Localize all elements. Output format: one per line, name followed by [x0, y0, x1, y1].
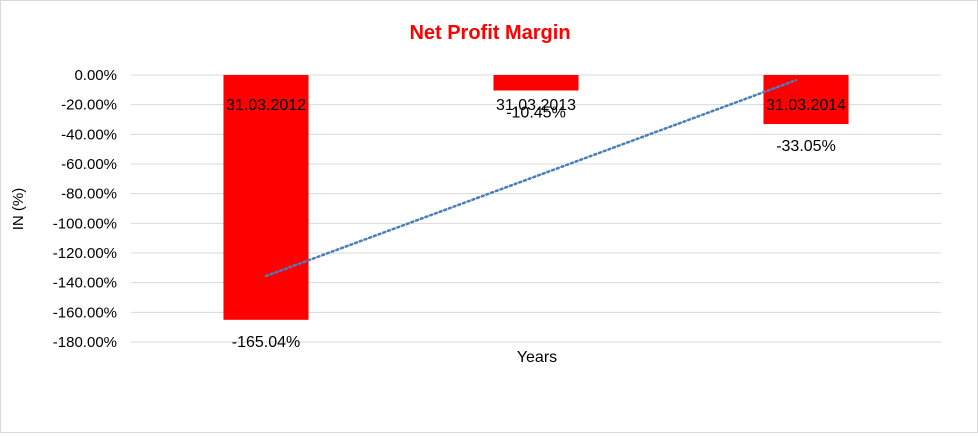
data-label: -165.04%	[232, 334, 301, 351]
bar	[223, 75, 309, 320]
y-tick-label: -180.00%	[53, 334, 117, 351]
y-tick-labels: 0.00% -20.00% -40.00% -60.00% -80.00% -100.00…	[53, 67, 117, 351]
y-tick-label: -60.00%	[61, 156, 117, 173]
bar-layer	[223, 75, 849, 320]
y-tick-label: -20.00%	[61, 97, 117, 114]
bar	[763, 75, 849, 125]
x-axis-label: Years	[517, 349, 557, 366]
y-tick-label: 0.00%	[74, 67, 117, 84]
label-layer: 31.03.2012 -165.04% 31.03.2013-10.45% 31.03…	[226, 97, 846, 351]
data-label: -33.05%	[776, 138, 836, 155]
chart-title: Net Profit Margin	[409, 22, 570, 44]
data-label: -10.45%	[506, 105, 566, 122]
trendline-layer	[264, 78, 798, 278]
y-tick-label: -140.00%	[53, 275, 117, 292]
trendline	[264, 78, 798, 278]
y-axis-label: IN (%)	[10, 188, 27, 231]
y-tick-label: -80.00%	[61, 186, 117, 203]
category-label: 31.03.2012	[226, 97, 306, 114]
y-tick-label: -100.00%	[53, 215, 117, 232]
category-label: 31.03.2014	[766, 97, 846, 114]
category-label: 31.03.2013	[496, 97, 576, 114]
y-tick-label: -120.00%	[53, 245, 117, 262]
y-tick-label: -40.00%	[61, 126, 117, 143]
y-tick-label: -160.00%	[53, 304, 117, 321]
bar	[493, 75, 579, 91]
